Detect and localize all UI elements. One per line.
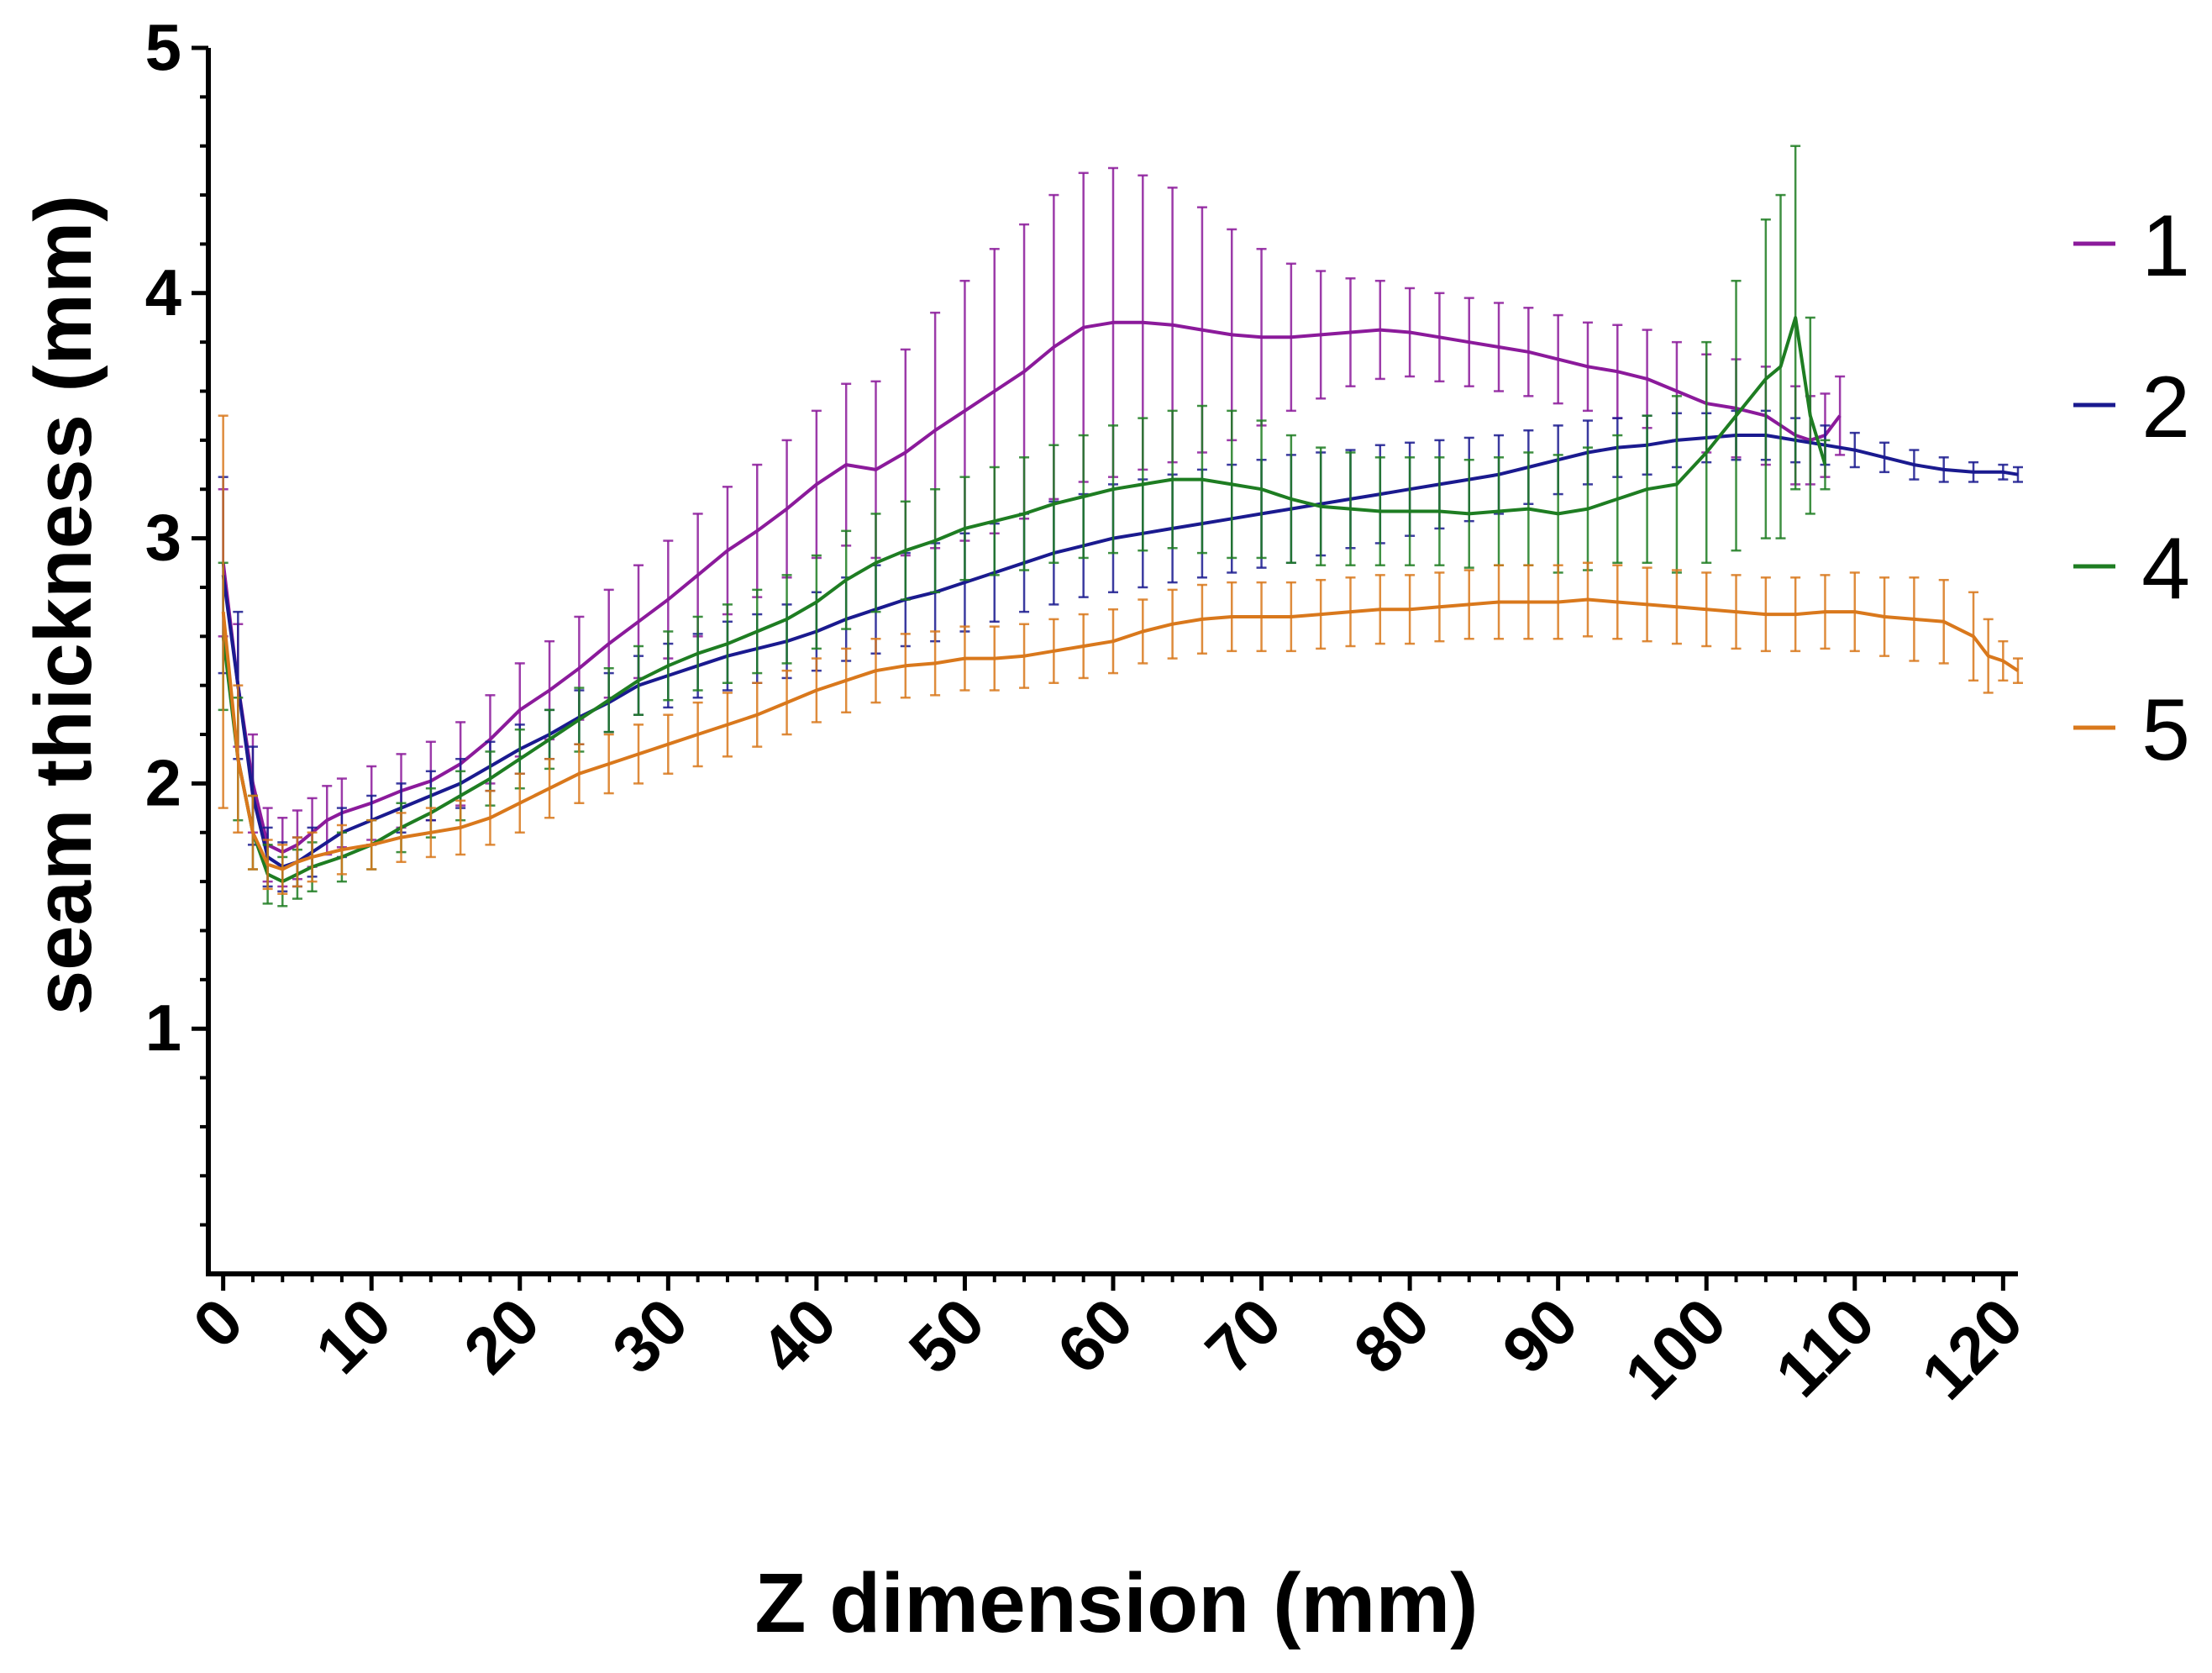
axes-layer bbox=[206, 48, 2018, 1276]
y-tick-label: 5 bbox=[145, 10, 181, 84]
x-tick-label: 70 bbox=[1191, 1284, 1295, 1388]
x-tick-label: 0 bbox=[179, 1284, 257, 1362]
x-tick-label: 80 bbox=[1340, 1284, 1444, 1388]
y-tick-label: 2 bbox=[145, 745, 181, 819]
x-tick-label: 100 bbox=[1610, 1284, 1740, 1413]
y-axis-title: seam thickness (mm) bbox=[18, 195, 108, 1015]
series-layer bbox=[218, 145, 2023, 908]
series-line-4 bbox=[221, 316, 1827, 884]
legend-label: 4 bbox=[2141, 520, 2190, 618]
series-line-5 bbox=[221, 597, 2020, 871]
x-axis-title: Z dimension (mm) bbox=[754, 1556, 1478, 1650]
x-tick-label: 110 bbox=[1762, 1284, 1889, 1411]
series-line-2 bbox=[221, 434, 2019, 869]
y-tick-label: 4 bbox=[145, 255, 181, 329]
x-tick-label: 10 bbox=[302, 1284, 406, 1388]
series-1 bbox=[218, 166, 1846, 888]
y-tick-label: 1 bbox=[145, 991, 181, 1065]
series-line-1 bbox=[221, 320, 1842, 855]
x-tick-label: 40 bbox=[746, 1284, 850, 1388]
legend-label: 5 bbox=[2141, 681, 2190, 779]
x-tick-label: 50 bbox=[895, 1284, 999, 1388]
legend-label: 2 bbox=[2141, 359, 2190, 456]
x-tick-label: 60 bbox=[1043, 1284, 1147, 1388]
series-5 bbox=[218, 414, 2023, 895]
x-tick-label: 90 bbox=[1488, 1284, 1592, 1388]
legend: 1 2 4 5 bbox=[2073, 197, 2190, 779]
series-4 bbox=[218, 145, 1831, 908]
x-tick-label: 120 bbox=[1907, 1284, 2036, 1413]
legend-label: 1 bbox=[2141, 197, 2190, 295]
y-tick-label: 3 bbox=[145, 501, 181, 575]
x-tick-label: 20 bbox=[449, 1284, 554, 1388]
x-tick-label: 30 bbox=[598, 1284, 702, 1388]
